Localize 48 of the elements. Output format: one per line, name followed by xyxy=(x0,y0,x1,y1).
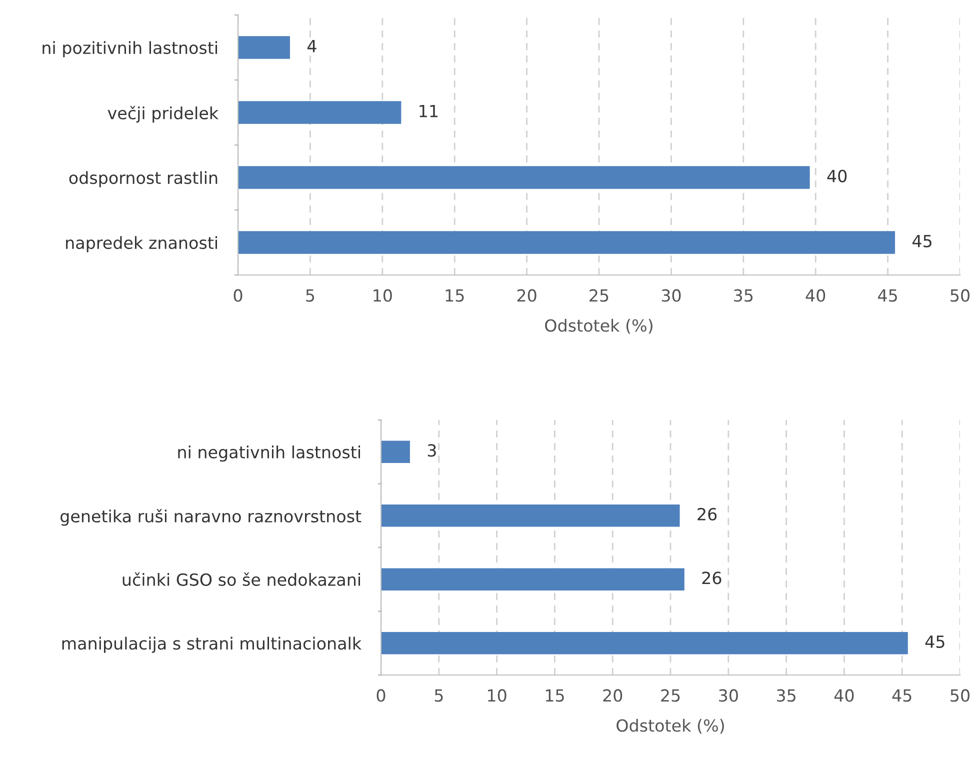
x-tick-label: 20 xyxy=(517,289,536,302)
bar xyxy=(381,504,680,527)
data-label: 26 xyxy=(702,572,722,584)
x-tick-label: 50 xyxy=(950,689,970,702)
y-tick-label: odspornost rastlin xyxy=(69,171,218,188)
y-tick-label: genetika ruši naravno raznovrstnost xyxy=(60,508,362,526)
bar xyxy=(238,36,290,59)
y-tick-label: ni pozitivnih lastnosti xyxy=(42,41,217,58)
x-tick-label: 45 xyxy=(878,289,897,302)
data-label: 11 xyxy=(420,104,438,118)
data-label: 4 xyxy=(307,40,316,52)
x-tick-label: 40 xyxy=(806,289,826,302)
x-tick-label: 0 xyxy=(234,289,242,302)
x-tick-label: 35 xyxy=(776,689,796,702)
bar xyxy=(381,568,684,591)
bar xyxy=(381,632,908,654)
x-tick-label: 10 xyxy=(488,689,506,702)
x-tick-label: 50 xyxy=(950,289,970,302)
bar xyxy=(381,440,410,464)
y-tick-label: učinki GSO so še nedokazani xyxy=(122,572,360,586)
y-tick-label: napredek znanosti xyxy=(66,236,217,252)
x-tick-label: 30 xyxy=(719,689,738,702)
bar xyxy=(238,231,896,254)
x-tick-label: 15 xyxy=(446,289,464,302)
x-tick-label: 30 xyxy=(662,289,681,302)
data-label: 26 xyxy=(698,508,717,520)
x-axis-title: Odstotek (%) xyxy=(616,718,724,734)
bar xyxy=(238,166,810,189)
x-axis-title: Odstotek (%) xyxy=(545,318,652,334)
x-tick-label: 5 xyxy=(434,689,443,702)
x-tick-label: 5 xyxy=(306,289,314,302)
data-label: 45 xyxy=(925,636,944,648)
bar xyxy=(238,101,402,124)
x-tick-label: 25 xyxy=(590,289,608,302)
y-tick-label: ni negativnih lastnosti xyxy=(178,446,360,462)
x-tick-label: 0 xyxy=(376,689,386,702)
x-tick-label: 20 xyxy=(603,689,622,702)
x-tick-label: 35 xyxy=(734,289,753,302)
data-label: 40 xyxy=(827,170,847,182)
x-tick-label: 15 xyxy=(546,689,564,702)
y-tick-label: manipulacija s strani multinacionalk xyxy=(62,636,362,653)
x-tick-label: 25 xyxy=(661,689,680,702)
data-label: 45 xyxy=(912,234,932,248)
y-tick-label: večji pridelek xyxy=(108,106,219,123)
x-tick-label: 40 xyxy=(834,689,854,702)
x-tick-label: 45 xyxy=(892,689,912,702)
data-label: 3 xyxy=(428,444,436,457)
x-tick-label: 10 xyxy=(374,289,392,302)
